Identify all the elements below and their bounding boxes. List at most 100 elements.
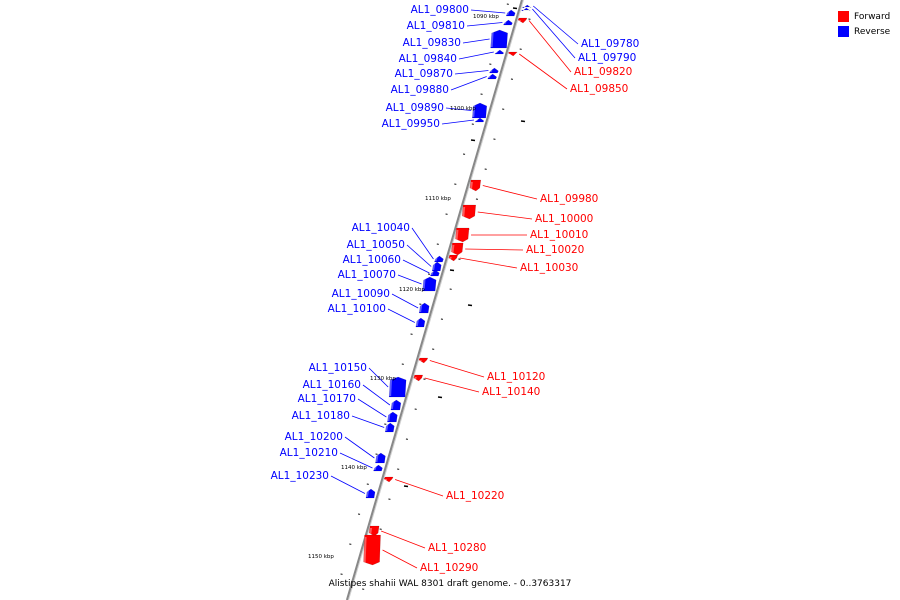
scale-label: 1150 kbp xyxy=(308,554,334,560)
gene-arrow-AL1_10220[interactable] xyxy=(383,476,394,483)
gene-label-AL1_10180[interactable]: AL1_10180 xyxy=(292,410,350,422)
gene-arrow-AL1_09790[interactable] xyxy=(520,7,531,12)
gene-arrow-AL1_10180[interactable] xyxy=(384,422,395,433)
gene-highlight xyxy=(385,425,389,431)
gene-arrow-AL1_10050[interactable] xyxy=(431,261,442,272)
gene-arrow-AL1_09800[interactable] xyxy=(505,9,516,17)
gene-arrow-AL1_09890[interactable] xyxy=(472,102,487,119)
leader-line xyxy=(470,9,506,14)
reverse-label: Reverse xyxy=(854,26,891,37)
gene-label-AL1_09890[interactable]: AL1_09890 xyxy=(386,102,444,114)
scale-label: 1100 kbp xyxy=(450,106,476,112)
gene-label-AL1_10150[interactable]: AL1_10150 xyxy=(309,362,367,374)
gene-arrow-AL1_10160[interactable] xyxy=(390,399,402,411)
leader-line xyxy=(411,227,434,260)
gene-arrow-AL1_10030[interactable] xyxy=(448,254,459,262)
gene-label-AL1_09820[interactable]: AL1_09820 xyxy=(574,66,632,78)
gene-label-AL1_09840[interactable]: AL1_09840 xyxy=(399,53,457,65)
gene-label-AL1_10010[interactable]: AL1_10010 xyxy=(530,229,588,241)
leader-line xyxy=(532,5,579,45)
gene-label-AL1_10120[interactable]: AL1_10120 xyxy=(487,371,545,383)
leader-line xyxy=(397,274,422,285)
gene-label-AL1_10140[interactable]: AL1_10140 xyxy=(482,386,540,398)
gene-label-AL1_09980[interactable]: AL1_09980 xyxy=(540,193,598,205)
gene-label-AL1_10050[interactable]: AL1_10050 xyxy=(347,239,405,251)
gene-arrow-AL1_10230[interactable] xyxy=(365,488,376,499)
gene-labels: AL1_09800 AL1_09810 AL1_09830 AL1_09840 AL1_… xyxy=(271,4,640,574)
gene-arrow-AL1_10150[interactable] xyxy=(388,376,407,398)
gene-arrow-AL1_10070[interactable] xyxy=(422,276,437,292)
gene-label-AL1_09850[interactable]: AL1_09850 xyxy=(570,83,628,95)
forward-label: Forward xyxy=(854,11,891,22)
gene-label-AL1_10170[interactable]: AL1_10170 xyxy=(298,393,356,405)
gene-arrow-AL1_09830[interactable] xyxy=(490,29,508,49)
gene-label-AL1_09880[interactable]: AL1_09880 xyxy=(391,84,449,96)
gene-label-AL1_10040[interactable]: AL1_10040 xyxy=(352,222,410,234)
gene-label-AL1_10020[interactable]: AL1_10020 xyxy=(526,244,584,256)
leader-line xyxy=(465,248,524,251)
gene-arrow-AL1_10120[interactable] xyxy=(418,357,429,364)
gene-arrow-AL1_10000[interactable] xyxy=(461,204,476,220)
gene-label-AL1_09790[interactable]: AL1_09790 xyxy=(578,52,636,64)
gene-label-AL1_10090[interactable]: AL1_10090 xyxy=(332,288,390,300)
gene-label-AL1_10100[interactable]: AL1_10100 xyxy=(328,303,386,315)
gene-arrow-AL1_09810[interactable] xyxy=(503,19,513,26)
gene-arrow-AL1_09850[interactable] xyxy=(507,51,518,57)
gene-label-AL1_10220[interactable]: AL1_10220 xyxy=(446,490,504,502)
gene-arrow-AL1_10290[interactable] xyxy=(363,534,381,566)
gene-highlight xyxy=(413,377,417,380)
leader-line xyxy=(459,257,518,269)
leader-line xyxy=(477,211,533,220)
gene-label-AL1_10210[interactable]: AL1_10210 xyxy=(280,447,338,459)
gene-label-AL1_10060[interactable]: AL1_10060 xyxy=(343,254,401,266)
leader-line xyxy=(406,244,432,267)
gene-arrow-AL1_09820[interactable] xyxy=(517,17,528,24)
gene-highlight xyxy=(462,207,466,218)
gene-arrow-AL1_10040[interactable] xyxy=(434,255,444,263)
gene-arrow-AL1_10100[interactable] xyxy=(415,317,426,328)
gene-arrow-AL1_09880[interactable] xyxy=(487,73,497,80)
gene-arrow-AL1_09870[interactable] xyxy=(489,67,499,74)
gene-highlight xyxy=(390,402,394,409)
gene-highlight xyxy=(422,279,426,290)
gene-label-AL1_10000[interactable]: AL1_10000 xyxy=(535,213,593,225)
gene-arrow-AL1_10200[interactable] xyxy=(375,452,386,464)
gene-label-AL1_10230[interactable]: AL1_10230 xyxy=(271,470,329,482)
gene-label-AL1_10280[interactable]: AL1_10280 xyxy=(428,542,486,554)
gene-arrow-AL1_10170[interactable] xyxy=(387,411,398,423)
gene-label-AL1_09950[interactable]: AL1_09950 xyxy=(382,118,440,130)
legend-forward: Forward xyxy=(838,9,900,24)
gene-label-AL1_09810[interactable]: AL1_09810 xyxy=(407,20,465,32)
gene-arrow-AL1_10280[interactable] xyxy=(368,525,380,537)
gene-label-AL1_10200[interactable]: AL1_10200 xyxy=(285,431,343,443)
gene-arrow-AL1_09980[interactable] xyxy=(469,179,482,192)
gene-label-AL1_10290[interactable]: AL1_10290 xyxy=(420,562,478,574)
gene-highlight xyxy=(448,257,452,260)
gene-arrow-AL1_10210[interactable] xyxy=(373,464,383,472)
genome-axis-shadow xyxy=(348,0,524,600)
gene-label-AL1_09780[interactable]: AL1_09780 xyxy=(581,38,639,50)
gene-arrow-AL1_09840[interactable] xyxy=(494,49,505,55)
tick-mark xyxy=(437,396,443,399)
leader-line xyxy=(454,70,489,75)
gene-label-AL1_09800[interactable]: AL1_09800 xyxy=(411,4,469,16)
gene-arrow-AL1_10020[interactable] xyxy=(451,242,464,256)
gene-label-AL1_10030[interactable]: AL1_10030 xyxy=(520,262,578,274)
gene-arrow-AL1_10140[interactable] xyxy=(413,374,424,382)
gene-arrow-AL1_09780[interactable] xyxy=(521,4,532,9)
leader-line xyxy=(482,185,538,200)
gene-arrow-AL1_10010[interactable] xyxy=(455,227,470,243)
gene-label-AL1_10070[interactable]: AL1_10070 xyxy=(338,269,396,281)
label-leaders xyxy=(330,5,579,569)
tick-mark xyxy=(520,120,526,123)
gene-highlight xyxy=(474,120,478,121)
gene-label-AL1_09870[interactable]: AL1_09870 xyxy=(395,68,453,80)
leader-line xyxy=(357,398,387,418)
gene-highlight xyxy=(432,264,436,270)
gene-arrow-AL1_10090[interactable] xyxy=(418,302,430,314)
gene-arrow-AL1_10060[interactable] xyxy=(430,269,440,277)
gene-label-AL1_10160[interactable]: AL1_10160 xyxy=(303,379,361,391)
gene-label-AL1_09830[interactable]: AL1_09830 xyxy=(403,37,461,49)
leader-line xyxy=(344,436,375,459)
gene-arrow-AL1_09950[interactable] xyxy=(474,117,485,123)
